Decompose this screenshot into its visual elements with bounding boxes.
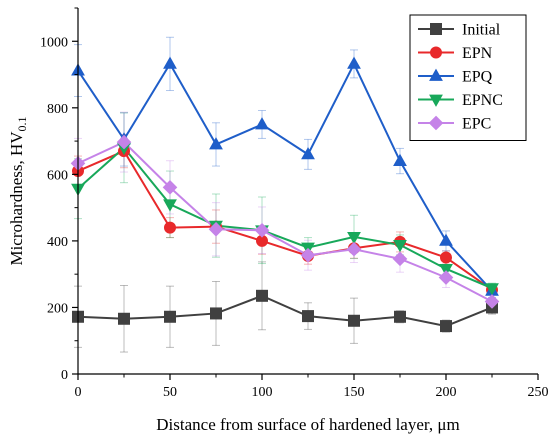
data-point xyxy=(302,310,314,323)
data-point xyxy=(164,221,176,234)
legend-item-epn: EPN xyxy=(418,45,493,62)
y-ticks: 0 200 400 600 800 1000 xyxy=(40,7,78,383)
x-tick-label: 100 xyxy=(252,385,273,400)
data-point xyxy=(485,283,499,296)
data-point xyxy=(163,56,177,69)
legend: Initial EPN EPQ EPNC EPC xyxy=(409,14,527,141)
data-point xyxy=(439,233,453,246)
y-tick-label: 600 xyxy=(47,168,68,183)
data-point xyxy=(440,251,452,264)
data-point xyxy=(440,320,452,333)
x-ticks: 0 50 100 150 200 250 xyxy=(75,374,549,400)
data-point xyxy=(438,270,454,285)
series-points-epc xyxy=(70,134,500,309)
data-point xyxy=(346,241,362,257)
series-points-initial xyxy=(72,289,498,333)
legend-label: EPN xyxy=(462,45,493,62)
data-point xyxy=(393,240,407,253)
y-axis-title-subscript: 0.1 xyxy=(15,116,29,131)
data-point xyxy=(393,153,407,166)
legend-label: EPQ xyxy=(462,69,493,86)
y-axis-title-main: Microhardness, HV xyxy=(7,131,26,266)
x-tick-label: 50 xyxy=(163,385,177,400)
series-markers xyxy=(70,56,500,333)
data-point xyxy=(394,310,406,323)
y-tick-label: 0 xyxy=(61,368,68,383)
data-point xyxy=(210,307,222,320)
legend-label: Initial xyxy=(462,22,501,39)
legend-swatch-marker xyxy=(428,115,444,131)
x-tick-label: 0 xyxy=(75,385,82,400)
legend-box xyxy=(409,14,527,141)
y-tick-label: 800 xyxy=(47,102,68,117)
data-point xyxy=(164,310,176,323)
legend-label: EPC xyxy=(462,116,491,133)
legend-label: EPNC xyxy=(462,92,503,109)
data-point xyxy=(255,117,269,130)
x-tick-label: 250 xyxy=(528,385,549,400)
data-point xyxy=(116,134,132,150)
legend-item-initial: Initial xyxy=(418,22,501,39)
y-tick-label: 200 xyxy=(47,301,68,316)
legend-swatch-marker xyxy=(429,68,443,81)
x-axis-title: Distance from surface of hardened layer,… xyxy=(156,415,459,434)
legend-item-epc: EPC xyxy=(418,116,491,133)
data-point xyxy=(301,147,315,160)
series-line-epn xyxy=(77,149,493,291)
data-point xyxy=(392,251,408,267)
y-axis-title: Microhardness, HV0.1 xyxy=(7,116,29,265)
data-point xyxy=(162,180,178,195)
data-point xyxy=(209,137,223,150)
legend-swatch-marker xyxy=(430,23,442,35)
x-tick-label: 200 xyxy=(436,385,457,400)
series-lines xyxy=(77,61,493,328)
data-point xyxy=(163,199,177,212)
data-point xyxy=(439,263,453,277)
y-tick-label: 400 xyxy=(47,235,68,250)
series-line-initial xyxy=(77,294,493,328)
data-point xyxy=(208,221,224,237)
series-line-epq xyxy=(77,61,493,292)
data-point xyxy=(254,222,270,238)
data-point xyxy=(256,289,268,302)
legend-swatch-marker xyxy=(429,94,443,107)
data-point xyxy=(348,314,360,327)
data-point xyxy=(484,294,500,309)
data-point xyxy=(347,56,361,69)
series-line-epc xyxy=(77,140,493,303)
data-point xyxy=(347,232,361,245)
y-tick-label: 1000 xyxy=(40,35,68,50)
legend-swatch-marker xyxy=(430,46,442,59)
data-point xyxy=(300,247,316,263)
legend-item-epnc: EPNC xyxy=(418,92,503,109)
legend-item-epq: EPQ xyxy=(418,69,493,86)
x-tick-label: 150 xyxy=(344,385,365,400)
data-point xyxy=(118,312,130,325)
series-line-epnc xyxy=(77,146,493,290)
